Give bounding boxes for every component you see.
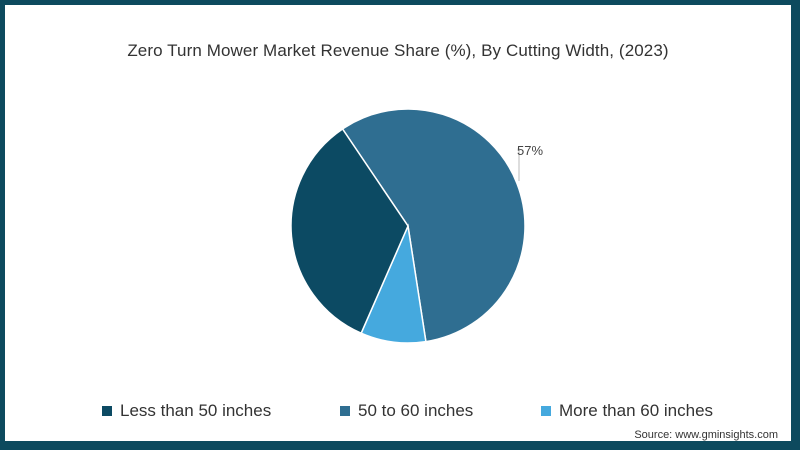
legend-label: More than 60 inches	[559, 401, 714, 420]
slice-50-to-60[interactable]	[341, 108, 526, 343]
legend-item-less-than-50[interactable]: Less than 50 inches	[102, 401, 271, 421]
chart-frame: Zero Turn Mower Market Revenue Share (%)…	[5, 5, 791, 441]
legend-item-50-to-60[interactable]: 50 to 60 inches	[340, 401, 473, 421]
legend-label: 50 to 60 inches	[358, 401, 474, 420]
source-note: Source: www.gminsights.com	[634, 429, 778, 441]
legend: Less than 50 inches 50 to 60 inches More…	[5, 401, 791, 423]
data-label-57: 57%	[517, 143, 543, 158]
legend-swatch	[340, 406, 350, 416]
chart-title: Zero Turn Mower Market Revenue Share (%)…	[127, 41, 669, 60]
legend-label: Less than 50 inches	[120, 401, 272, 420]
legend-swatch	[541, 406, 551, 416]
pie-chart: 57%	[290, 108, 543, 344]
legend-item-more-than-60[interactable]: More than 60 inches	[541, 401, 713, 421]
slice-less-than-50[interactable]	[290, 127, 409, 335]
legend-swatch	[102, 406, 112, 416]
